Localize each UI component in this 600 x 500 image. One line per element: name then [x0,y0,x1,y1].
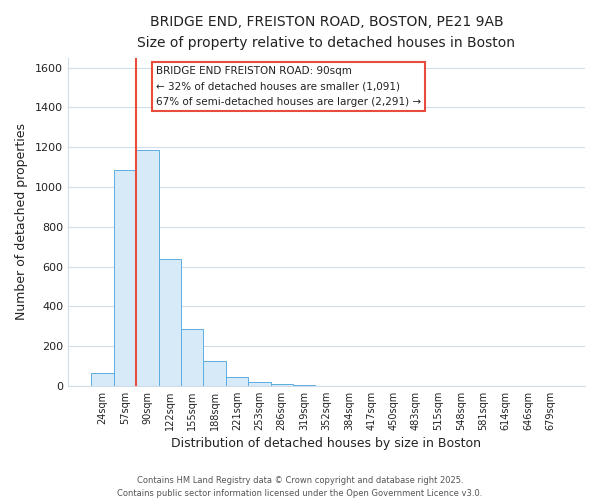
Text: Contains HM Land Registry data © Crown copyright and database right 2025.
Contai: Contains HM Land Registry data © Crown c… [118,476,482,498]
Bar [158,258,181,386]
Bar [203,361,226,386]
Bar [181,329,203,386]
Text: BRIDGE END FREISTON ROAD: 90sqm
← 32% of detached houses are smaller (1,091)
67%: BRIDGE END FREISTON ROAD: 90sqm ← 32% of… [156,66,421,107]
Title: BRIDGE END, FREISTON ROAD, BOSTON, PE21 9AB
Size of property relative to detache: BRIDGE END, FREISTON ROAD, BOSTON, PE21 … [137,15,515,50]
Bar [226,378,248,386]
Bar [136,150,158,386]
Bar [248,382,271,386]
Bar [271,384,293,386]
Y-axis label: Number of detached properties: Number of detached properties [15,124,28,320]
Bar [293,385,315,386]
X-axis label: Distribution of detached houses by size in Boston: Distribution of detached houses by size … [172,437,481,450]
Bar [91,373,114,386]
Bar [114,170,136,386]
